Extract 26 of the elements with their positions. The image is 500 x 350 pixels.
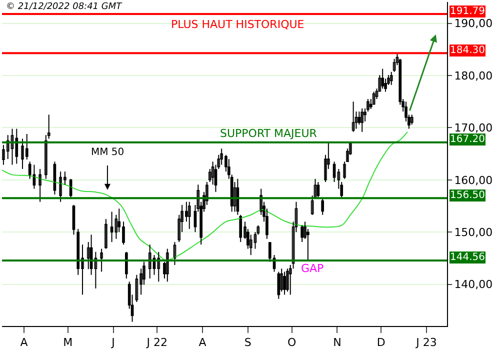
ref-line-label: 184.30 — [450, 45, 485, 56]
x-tick-label: O — [288, 336, 297, 350]
annotation: GAP — [301, 262, 324, 275]
x-tick-label: J 23 — [415, 336, 437, 350]
y-tick-label: 170,00 — [454, 122, 493, 135]
y-tick-label: 180,00 — [454, 69, 493, 82]
y-tick-label: 160,00 — [454, 174, 493, 187]
y-tick-label: 140,00 — [454, 278, 493, 292]
x-tick-label: M — [63, 336, 73, 350]
annotation: MM 50 — [91, 147, 124, 158]
y-tick-label: 150,00 — [454, 226, 493, 239]
x-tick-label: J 22 — [146, 336, 168, 350]
x-tick-label: A — [198, 336, 207, 350]
annotation: © 21/12/2022 08:41 GMT — [6, 2, 124, 12]
y-tick-label: 190,00 — [454, 17, 493, 30]
ref-line-label: 144.56 — [450, 252, 485, 263]
ref-line-label: 191.79 — [450, 6, 485, 17]
ref-line-label: 167.20 — [450, 134, 485, 145]
x-tick-label: A — [20, 336, 28, 350]
x-tick-label: D — [376, 336, 386, 350]
x-tick-label: J — [110, 336, 115, 350]
annotation: SUPPORT MAJEUR — [220, 127, 318, 140]
ref-line-label: 156.50 — [450, 190, 485, 201]
annotation: PLUS HAUT HISTORIQUE — [171, 18, 304, 31]
x-tick-label: S — [244, 336, 252, 350]
x-tick-label: N — [333, 336, 342, 350]
